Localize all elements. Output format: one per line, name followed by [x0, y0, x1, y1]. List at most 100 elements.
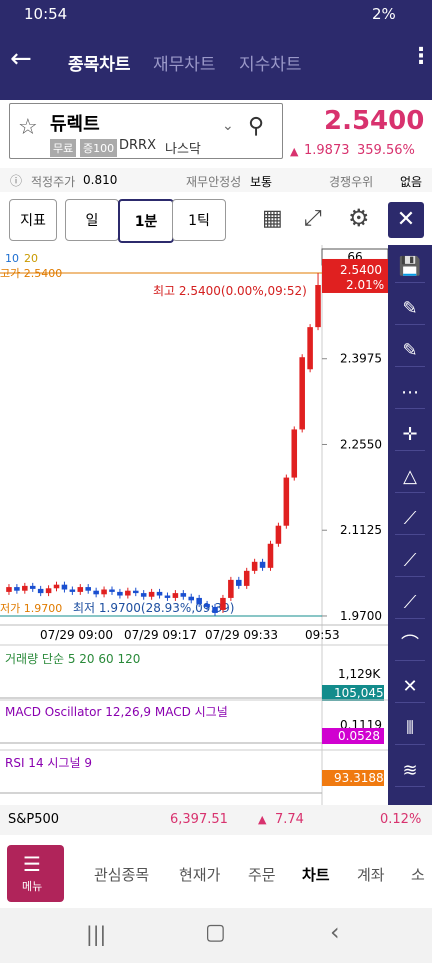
- index-arrow: ▲: [258, 813, 267, 826]
- layout-icon[interactable]: ▦: [262, 206, 283, 231]
- drawing-tool[interactable]: ≋: [395, 756, 425, 787]
- chart: 66 10 20 고가 2.5400 최고 2.5400(0.00%,09:52…: [0, 245, 388, 805]
- favorite-star[interactable]: ☆: [18, 115, 38, 140]
- candle-body: [69, 589, 76, 592]
- nav-item[interactable]: 계좌: [357, 866, 385, 884]
- y-tick-label: 1.9700: [340, 609, 382, 623]
- candle-body: [204, 603, 210, 607]
- drawing-toolbar: [388, 245, 432, 805]
- rsi-last-box: [322, 770, 384, 786]
- drawing-tool[interactable]: ✎: [395, 336, 425, 367]
- settings-icon[interactable]: ⚙: [348, 204, 370, 232]
- candle-body: [307, 327, 313, 370]
- candle-body: [53, 584, 60, 589]
- low-annotation: 최저 1.9700(28.93%,09:39): [73, 601, 234, 615]
- x-tick-label: 07/29 09:33: [205, 628, 278, 642]
- nav-item[interactable]: 현재가: [179, 866, 221, 884]
- candle-body: [283, 477, 290, 526]
- status-battery: 2%: [372, 5, 396, 23]
- nav-item[interactable]: 관심종목: [94, 866, 150, 884]
- drawing-tool[interactable]: ⟋: [395, 546, 425, 577]
- menu-icon: ☰: [23, 852, 41, 876]
- candle-body: [148, 591, 155, 597]
- macd-last: 0.0528: [338, 729, 380, 743]
- candle-body: [93, 590, 99, 595]
- change: 1.9873: [304, 143, 350, 158]
- search-icon[interactable]: ⚲: [248, 114, 265, 139]
- drawing-tool[interactable]: ✕: [395, 672, 425, 703]
- nav-item[interactable]: 소: [411, 866, 425, 884]
- change-arrow: ▲: [290, 145, 299, 158]
- candle-body: [164, 595, 171, 598]
- menu-label: 메뉴: [22, 880, 43, 893]
- volume-last-box: [322, 685, 384, 701]
- drawing-tool[interactable]: ⫴: [395, 714, 425, 745]
- candle-body: [243, 570, 250, 586]
- stock-name: 듀렉트: [50, 114, 100, 135]
- fullscreen-icon[interactable]: ⤢: [304, 206, 322, 231]
- drawing-tool[interactable]: ⋯: [395, 378, 425, 409]
- tab[interactable]: 지수차트: [239, 55, 302, 75]
- more-menu[interactable]: ⋮: [410, 44, 432, 69]
- info-value: 없음: [400, 175, 423, 189]
- candle-body: [132, 590, 139, 594]
- period-button[interactable]: 일: [65, 199, 119, 241]
- index-bar: [0, 805, 432, 835]
- candle-body: [85, 587, 91, 591]
- candle-body: [156, 591, 163, 596]
- candle-body: [299, 357, 305, 430]
- candle-body: [109, 589, 115, 592]
- drawing-tool[interactable]: ⌒: [395, 630, 425, 661]
- drawing-tool[interactable]: ⟋: [395, 588, 425, 619]
- drawing-tool[interactable]: ⟋: [395, 504, 425, 535]
- menu-button[interactable]: [7, 845, 64, 902]
- status-time: 10:54: [24, 5, 68, 23]
- back-button[interactable]: ←: [10, 44, 32, 74]
- drawing-tool[interactable]: ✎: [395, 294, 425, 325]
- candle-body: [275, 525, 282, 544]
- candle-body: [188, 596, 195, 601]
- candle-body: [140, 593, 147, 597]
- candle-body: [236, 579, 242, 586]
- candle-body: [45, 588, 52, 594]
- indicator-button[interactable]: 지표: [9, 199, 57, 241]
- home-button[interactable]: ▢: [205, 920, 226, 945]
- market: 나스닥: [165, 142, 201, 157]
- volume-tick: 1,129K: [338, 667, 381, 681]
- last-price-box: [322, 258, 388, 293]
- high-annotation: 최고 2.5400(0.00%,09:52): [153, 284, 307, 298]
- help-icon[interactable]: ⓘ: [10, 174, 23, 188]
- back-nav[interactable]: ‹: [330, 918, 340, 946]
- tab-active[interactable]: 종목차트: [68, 55, 131, 75]
- candle-body: [14, 587, 20, 591]
- tab[interactable]: 재무차트: [153, 55, 216, 75]
- y-tick-label: 2.3975: [340, 352, 382, 366]
- y-tick-label: 2.2550: [340, 437, 382, 451]
- candle-body: [220, 597, 226, 610]
- candle-body: [180, 593, 187, 597]
- drawing-tool[interactable]: ✛: [395, 420, 425, 451]
- macd-title: MACD Oscillator 12,26,9 MACD 시그널: [5, 705, 228, 719]
- candle-body: [6, 587, 12, 592]
- rsi-last: 93.3188: [334, 771, 384, 785]
- nav-item[interactable]: 주문: [248, 866, 276, 884]
- volume-title: 거래량 단순 5 20 60 120: [5, 652, 140, 666]
- index-change-pct: 0.12%: [380, 812, 422, 827]
- recent-apps[interactable]: |||: [86, 922, 107, 946]
- candle-body: [61, 584, 68, 590]
- nav-item-active[interactable]: 차트: [302, 866, 330, 884]
- index-change: 7.74: [275, 812, 304, 827]
- period-button-active[interactable]: 1분: [118, 199, 174, 243]
- stock-search-box[interactable]: [9, 103, 283, 159]
- candle-body: [37, 588, 44, 594]
- tools-icon[interactable]: ✕: [388, 202, 424, 238]
- candle-body: [125, 590, 131, 596]
- period-button[interactable]: 1틱: [172, 199, 226, 241]
- candle-body: [101, 589, 107, 595]
- drawing-tool[interactable]: 💾: [395, 252, 425, 283]
- ma-label: 20: [24, 252, 38, 265]
- drawing-tool[interactable]: △: [395, 462, 425, 493]
- info-row: [0, 168, 432, 192]
- dropdown[interactable]: ⌄: [222, 118, 234, 134]
